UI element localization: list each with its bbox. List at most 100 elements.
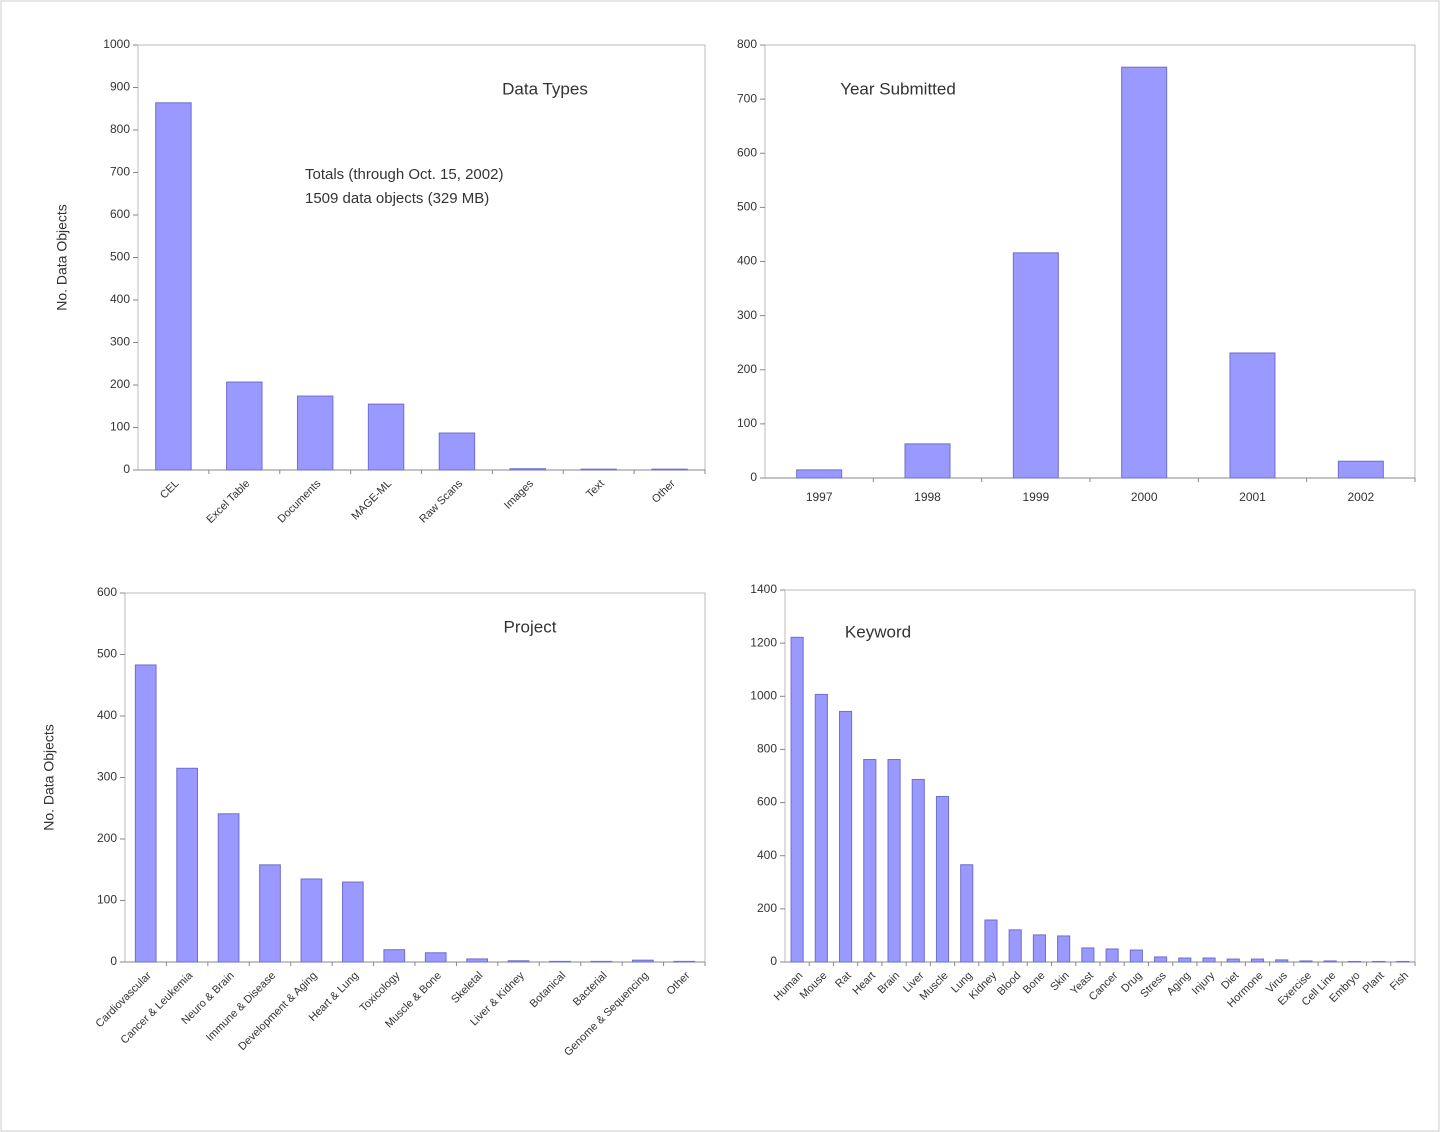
x-tick-label: Images — [502, 477, 536, 511]
y-tick-label: 300 — [737, 308, 757, 322]
bar — [1154, 956, 1168, 963]
x-tick-label: Excel Table — [204, 478, 252, 526]
bar — [466, 958, 488, 963]
bar — [814, 693, 828, 963]
y-axis-label: No. Data Objects — [54, 204, 70, 311]
y-tick-label: 0 — [123, 462, 130, 476]
bar — [1202, 957, 1216, 963]
bar — [1032, 934, 1046, 963]
bar — [342, 881, 364, 963]
x-tick-label: Documents — [276, 477, 324, 525]
y-tick-label: 200 — [97, 831, 117, 845]
x-tick-label: Other — [665, 969, 693, 997]
y-tick-label: 600 — [757, 795, 777, 809]
bar — [590, 960, 613, 963]
bar — [424, 952, 447, 963]
bar — [438, 432, 476, 471]
bar — [796, 469, 843, 479]
y-tick-label: 400 — [97, 708, 117, 722]
y-tick-label: 700 — [737, 91, 757, 105]
y-tick-label: 400 — [110, 292, 130, 306]
bar — [1226, 958, 1240, 963]
bar — [507, 960, 530, 963]
y-tick-label: 100 — [110, 420, 130, 434]
x-tick-label: Blood — [995, 970, 1023, 998]
y-tick-label: 200 — [110, 377, 130, 391]
y-tick-label: 500 — [97, 647, 117, 661]
y-tick-label: 400 — [757, 848, 777, 862]
x-tick-label: 2002 — [1347, 490, 1374, 504]
bar — [509, 468, 547, 471]
bar — [259, 864, 281, 963]
bar — [1081, 947, 1095, 963]
x-tick-label: Bacterial — [571, 970, 610, 1009]
x-tick-label: 1999 — [1022, 490, 1049, 504]
bar — [1299, 960, 1313, 963]
x-tick-label: Kidney — [967, 969, 1000, 1002]
x-tick-label: Brain — [876, 970, 903, 997]
bar — [911, 778, 925, 963]
y-tick-label: 200 — [757, 901, 777, 915]
x-tick-label: MAGE-ML — [349, 478, 394, 523]
bar — [673, 960, 696, 963]
bar — [1105, 948, 1119, 963]
bar — [134, 664, 157, 963]
bar — [1347, 960, 1361, 963]
y-tick-label: 800 — [757, 742, 777, 756]
x-tick-label: Cancer & Leukemia — [119, 969, 196, 1046]
x-tick-label: 1998 — [914, 490, 941, 504]
bar — [1396, 960, 1410, 963]
x-tick-label: Bone — [1021, 970, 1048, 997]
x-tick-label: Aging — [1165, 970, 1193, 998]
x-tick-label: Injury — [1190, 969, 1218, 997]
bar — [1250, 958, 1265, 963]
bar — [383, 949, 406, 963]
y-tick-label: 0 — [750, 470, 757, 484]
bar — [176, 767, 199, 963]
y-tick-label: 300 — [110, 335, 130, 349]
x-tick-label: Other — [650, 477, 678, 505]
bar — [984, 919, 998, 963]
y-tick-label: 100 — [97, 893, 117, 907]
plot-frame — [137, 44, 706, 471]
bar — [217, 813, 240, 963]
chart-title: Data Types — [502, 79, 588, 98]
bar — [632, 959, 654, 963]
x-tick-label: Development & Aging — [236, 970, 319, 1053]
y-tick-label: 500 — [737, 200, 757, 214]
y-tick-label: 800 — [110, 122, 130, 136]
y-tick-label: 800 — [737, 37, 757, 51]
bar — [1129, 949, 1143, 963]
bar — [960, 864, 974, 963]
bar — [300, 878, 323, 963]
chart-title: Keyword — [845, 622, 911, 641]
x-tick-label: 1997 — [806, 490, 833, 504]
x-tick-label: 2000 — [1131, 490, 1158, 504]
y-tick-label: 600 — [97, 585, 117, 599]
bar — [549, 960, 571, 963]
y-tick-label: 700 — [110, 165, 130, 179]
x-tick-label: Raw Scans — [417, 477, 465, 525]
y-tick-label: 200 — [737, 362, 757, 376]
bar — [367, 403, 405, 471]
x-tick-label: 2001 — [1239, 490, 1266, 504]
y-axis-label: No. Data Objects — [41, 724, 57, 831]
chart-title: Project — [504, 617, 557, 636]
bar — [1008, 929, 1022, 963]
x-tick-label: Botanical — [528, 970, 568, 1010]
bar — [1229, 352, 1276, 479]
bar — [1121, 66, 1168, 479]
x-tick-label: Plant — [1361, 970, 1387, 996]
x-tick-label: Heart — [850, 970, 878, 998]
y-tick-label: 500 — [110, 250, 130, 264]
bar — [1323, 960, 1337, 963]
y-tick-label: 1000 — [750, 688, 777, 702]
chart-title: Year Submitted — [840, 79, 956, 98]
y-tick-label: 0 — [110, 954, 117, 968]
x-tick-label: Human — [772, 970, 806, 1004]
x-tick-label: CEL — [158, 478, 182, 502]
bar — [226, 381, 263, 471]
bar — [935, 795, 950, 963]
